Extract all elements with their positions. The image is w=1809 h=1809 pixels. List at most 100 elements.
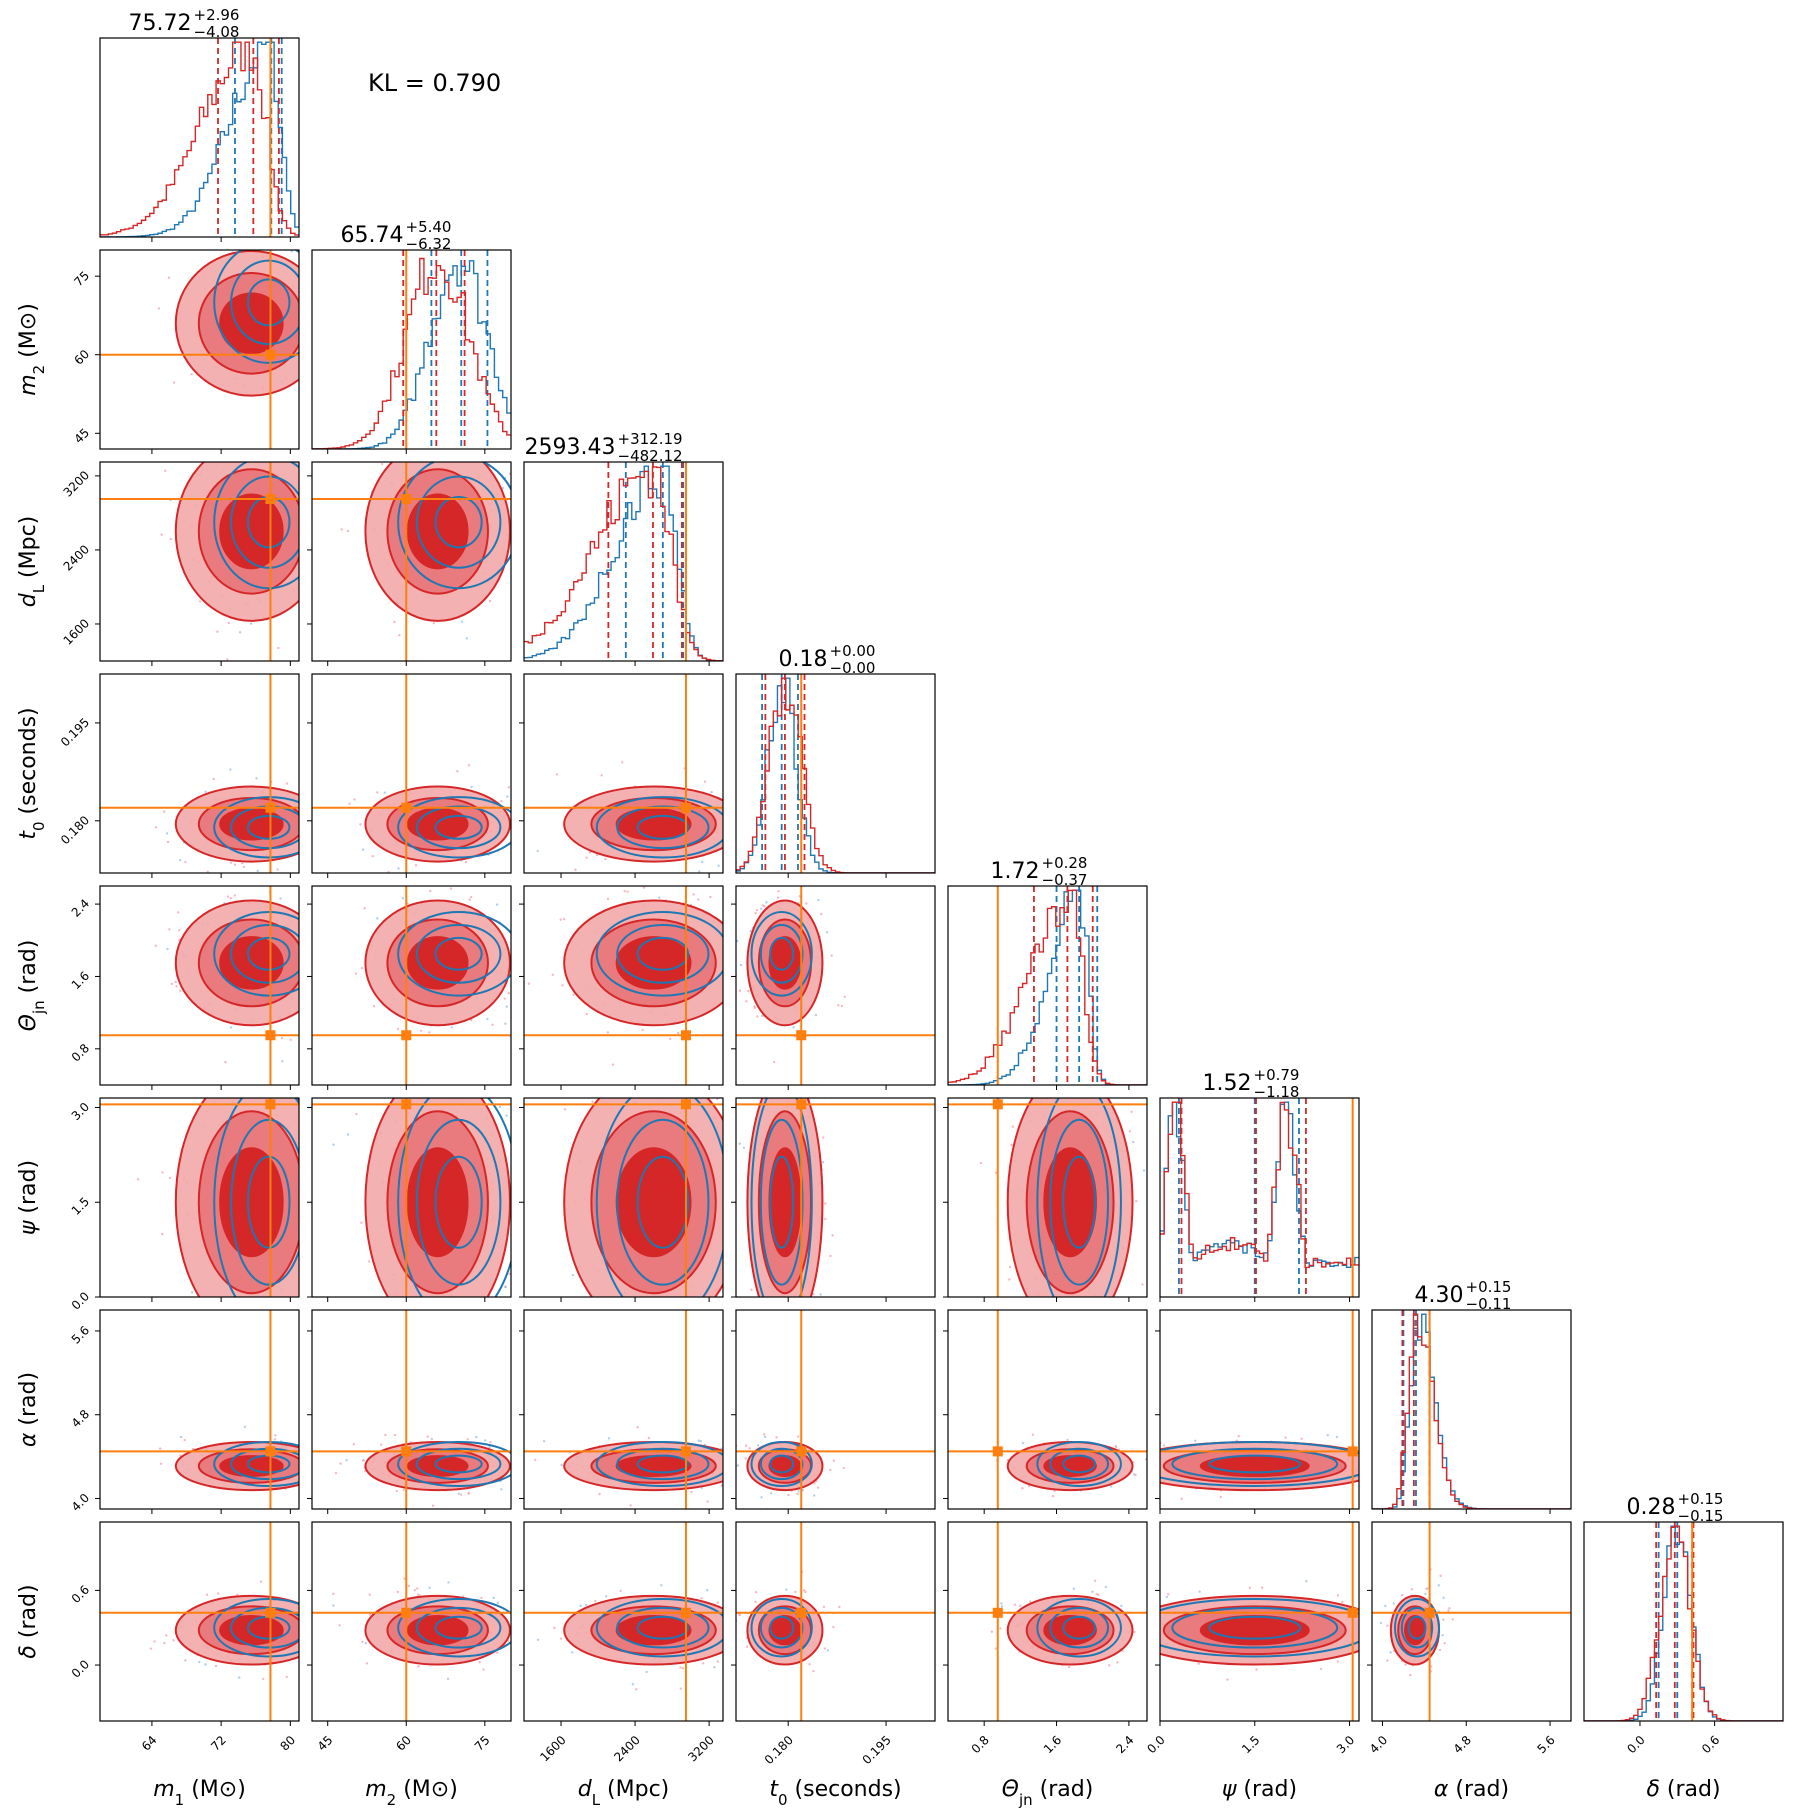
sample-point bbox=[340, 346, 342, 348]
sample-point bbox=[276, 868, 279, 871]
sample-point bbox=[332, 1650, 334, 1652]
contour-blue-1 bbox=[759, 1118, 804, 1286]
sample-point bbox=[444, 446, 446, 448]
sample-point bbox=[756, 1444, 760, 1447]
sample-point bbox=[527, 982, 531, 985]
sample-point bbox=[241, 1062, 243, 1064]
sample-point bbox=[505, 1005, 508, 1008]
sample-point bbox=[338, 1460, 340, 1462]
sample-point bbox=[201, 1049, 203, 1051]
sample-point bbox=[449, 887, 453, 890]
truth-marker bbox=[1347, 1446, 1358, 1457]
sample-point bbox=[517, 983, 519, 985]
truth-marker bbox=[680, 1607, 691, 1618]
sample-point bbox=[303, 838, 305, 840]
sample-point bbox=[767, 1062, 769, 1064]
sample-point bbox=[385, 418, 387, 420]
sample-point bbox=[1058, 1068, 1060, 1070]
sample-point bbox=[229, 768, 232, 771]
sample-point bbox=[518, 837, 520, 839]
sample-point bbox=[826, 1649, 829, 1652]
sample-point bbox=[1047, 1093, 1049, 1095]
sample-point bbox=[491, 1023, 494, 1027]
contour-blue-0 bbox=[213, 1440, 299, 1487]
sample-point bbox=[1101, 1088, 1103, 1090]
panel-frame bbox=[99, 249, 300, 450]
sample-point bbox=[698, 870, 701, 873]
sample-point bbox=[669, 1037, 672, 1041]
sample-point bbox=[515, 803, 517, 805]
panel-alpha-vs-dL bbox=[519, 1309, 760, 1514]
sample-point bbox=[302, 931, 304, 933]
sample-point bbox=[233, 894, 237, 897]
sample-point bbox=[1156, 1444, 1158, 1446]
sample-point bbox=[332, 1128, 334, 1130]
sample-point bbox=[246, 1059, 248, 1061]
panel-psi-vs-dL bbox=[519, 1097, 734, 1302]
sample-point bbox=[732, 1114, 734, 1116]
panel-frame bbox=[99, 673, 300, 874]
sample-point bbox=[274, 1434, 277, 1437]
contour-blue-0 bbox=[397, 1597, 511, 1658]
sample-point bbox=[316, 797, 318, 799]
sample-point bbox=[1066, 1438, 1069, 1442]
sample-point bbox=[429, 889, 432, 893]
sample-point bbox=[843, 995, 846, 998]
sample-point bbox=[307, 1610, 309, 1612]
sample-point bbox=[397, 867, 400, 870]
sample-point bbox=[520, 981, 522, 983]
sample-point bbox=[304, 1349, 306, 1351]
sample-point bbox=[504, 1022, 507, 1025]
sample-point bbox=[351, 840, 353, 842]
sample-point bbox=[729, 951, 731, 953]
truth-marker bbox=[265, 349, 276, 360]
contour-blue-0 bbox=[1036, 1597, 1122, 1658]
contour-blue-2 bbox=[636, 936, 690, 971]
sample-point bbox=[739, 1466, 741, 1468]
sample-point bbox=[305, 1613, 307, 1615]
contour-blue-0 bbox=[213, 911, 299, 997]
sample-point bbox=[604, 1595, 608, 1598]
contour-blue-1 bbox=[616, 805, 710, 850]
y-tick-label-theta: 1.6 bbox=[69, 969, 92, 992]
sample-point bbox=[505, 1114, 508, 1117]
sample-point bbox=[1439, 1574, 1442, 1578]
sample-point bbox=[758, 1432, 760, 1434]
sample-point bbox=[1114, 1444, 1117, 1448]
sample-point bbox=[332, 943, 334, 945]
sample-point bbox=[279, 897, 282, 900]
truth-marker bbox=[680, 1030, 691, 1041]
panel-theta-vs-m2 bbox=[307, 885, 522, 1090]
sample-point bbox=[1435, 1606, 1437, 1608]
sample-point bbox=[304, 836, 306, 838]
sample-point bbox=[345, 1127, 347, 1129]
sample-point bbox=[368, 453, 370, 455]
sample-point bbox=[139, 700, 141, 702]
contour-blue-2 bbox=[1062, 1454, 1097, 1474]
sample-point bbox=[316, 945, 318, 947]
sample-point bbox=[359, 813, 361, 815]
sample-point bbox=[1194, 1439, 1197, 1443]
sample-point bbox=[519, 529, 521, 531]
sample-point bbox=[305, 320, 307, 322]
x-tick-label-psi: 1.5 bbox=[1239, 1733, 1262, 1756]
sample-point bbox=[1110, 1485, 1113, 1488]
sample-point bbox=[1120, 1604, 1123, 1608]
sample-point bbox=[326, 1258, 328, 1260]
sample-point bbox=[420, 1029, 423, 1032]
sample-point bbox=[990, 1630, 994, 1633]
sample-point bbox=[300, 511, 302, 513]
sample-point bbox=[1374, 1618, 1376, 1620]
sample-point bbox=[531, 820, 533, 822]
sample-point bbox=[308, 1227, 310, 1229]
sample-point bbox=[301, 1624, 303, 1626]
truth-marker bbox=[401, 1446, 412, 1457]
sample-point bbox=[994, 1647, 997, 1650]
sample-point bbox=[267, 450, 269, 452]
sample-point bbox=[254, 882, 256, 884]
sample-point bbox=[367, 1260, 371, 1263]
panel-frame bbox=[99, 1521, 300, 1722]
sample-point bbox=[762, 1433, 766, 1436]
sample-point bbox=[801, 1091, 803, 1093]
sample-point bbox=[277, 1340, 279, 1342]
